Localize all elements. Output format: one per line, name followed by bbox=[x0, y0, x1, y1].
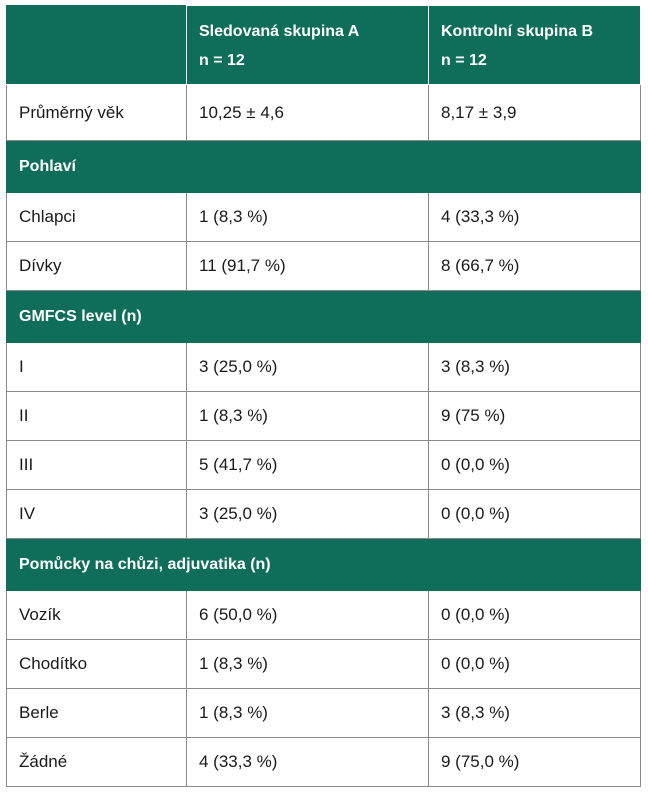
row-label: II bbox=[6, 391, 187, 441]
section-title: Pohlaví bbox=[6, 140, 641, 193]
table-row: Vozík 6 (50,0 %) 0 (0,0 %) bbox=[6, 590, 641, 640]
row-label: Berle bbox=[6, 688, 187, 738]
row-label: Chlapci bbox=[6, 192, 187, 242]
section-row-sex: Pohlaví bbox=[6, 140, 641, 193]
group-b-value: 0 (0,0 %) bbox=[428, 489, 641, 539]
header-empty-cell bbox=[6, 5, 187, 85]
demographics-table: Sledovaná skupina A n = 12 Kontrolní sku… bbox=[6, 5, 641, 787]
group-b-value: 0 (0,0 %) bbox=[428, 590, 641, 640]
table-row: Berle 1 (8,3 %) 3 (8,3 %) bbox=[6, 688, 641, 738]
group-a-value: 1 (8,3 %) bbox=[186, 688, 429, 738]
group-b-value: 8 (66,7 %) bbox=[428, 241, 641, 291]
header-group-b-count: n = 12 bbox=[441, 52, 487, 69]
section-title: Pomůcky na chůzi, adjuvatika (n) bbox=[6, 538, 641, 591]
group-b-value: 8,17 ± 3,9 bbox=[428, 84, 641, 141]
table-row: Chodítko 1 (8,3 %) 0 (0,0 %) bbox=[6, 639, 641, 689]
group-a-value: 1 (8,3 %) bbox=[186, 391, 429, 441]
table-row: II 1 (8,3 %) 9 (75 %) bbox=[6, 391, 641, 441]
row-label: IV bbox=[6, 489, 187, 539]
table-row: IV 3 (25,0 %) 0 (0,0 %) bbox=[6, 489, 641, 539]
group-a-value: 1 (8,3 %) bbox=[186, 192, 429, 242]
group-a-value: 11 (91,7 %) bbox=[186, 241, 429, 291]
row-label: Vozík bbox=[6, 590, 187, 640]
header-group-a-count: n = 12 bbox=[199, 52, 245, 69]
group-a-value: 3 (25,0 %) bbox=[186, 342, 429, 392]
header-group-b: Kontrolní skupina B n = 12 bbox=[428, 5, 641, 85]
group-a-value: 10,25 ± 4,6 bbox=[186, 84, 429, 141]
row-label: Dívky bbox=[6, 241, 187, 291]
table-row: I 3 (25,0 %) 3 (8,3 %) bbox=[6, 342, 641, 392]
group-b-value: 0 (0,0 %) bbox=[428, 639, 641, 689]
table-row: Dívky 11 (91,7 %) 8 (66,7 %) bbox=[6, 241, 641, 291]
group-b-value: 9 (75 %) bbox=[428, 391, 641, 441]
header-group-a-title: Sledovaná skupina A bbox=[199, 23, 360, 40]
table-row: Žádné 4 (33,3 %) 9 (75,0 %) bbox=[6, 737, 641, 787]
group-b-value: 9 (75,0 %) bbox=[428, 737, 641, 787]
header-group-a: Sledovaná skupina A n = 12 bbox=[186, 5, 429, 85]
group-b-value: 3 (8,3 %) bbox=[428, 688, 641, 738]
group-a-value: 4 (33,3 %) bbox=[186, 737, 429, 787]
group-b-value: 3 (8,3 %) bbox=[428, 342, 641, 392]
group-a-value: 6 (50,0 %) bbox=[186, 590, 429, 640]
row-label: Chodítko bbox=[6, 639, 187, 689]
row-label: Průměrný věk bbox=[6, 84, 187, 141]
table-row: Průměrný věk 10,25 ± 4,6 8,17 ± 3,9 bbox=[6, 84, 641, 141]
row-label: I bbox=[6, 342, 187, 392]
group-a-value: 1 (8,3 %) bbox=[186, 639, 429, 689]
table-row: III 5 (41,7 %) 0 (0,0 %) bbox=[6, 440, 641, 490]
group-b-value: 4 (33,3 %) bbox=[428, 192, 641, 242]
group-b-value: 0 (0,0 %) bbox=[428, 440, 641, 490]
row-label: III bbox=[6, 440, 187, 490]
table-row: Chlapci 1 (8,3 %) 4 (33,3 %) bbox=[6, 192, 641, 242]
table-header-row: Sledovaná skupina A n = 12 Kontrolní sku… bbox=[6, 5, 641, 85]
row-label: Žádné bbox=[6, 737, 187, 787]
section-row-walking-aids: Pomůcky na chůzi, adjuvatika (n) bbox=[6, 538, 641, 591]
section-row-gmfcs: GMFCS level (n) bbox=[6, 290, 641, 343]
header-group-b-title: Kontrolní skupina B bbox=[441, 23, 593, 40]
section-title: GMFCS level (n) bbox=[6, 290, 641, 343]
group-a-value: 5 (41,7 %) bbox=[186, 440, 429, 490]
group-a-value: 3 (25,0 %) bbox=[186, 489, 429, 539]
